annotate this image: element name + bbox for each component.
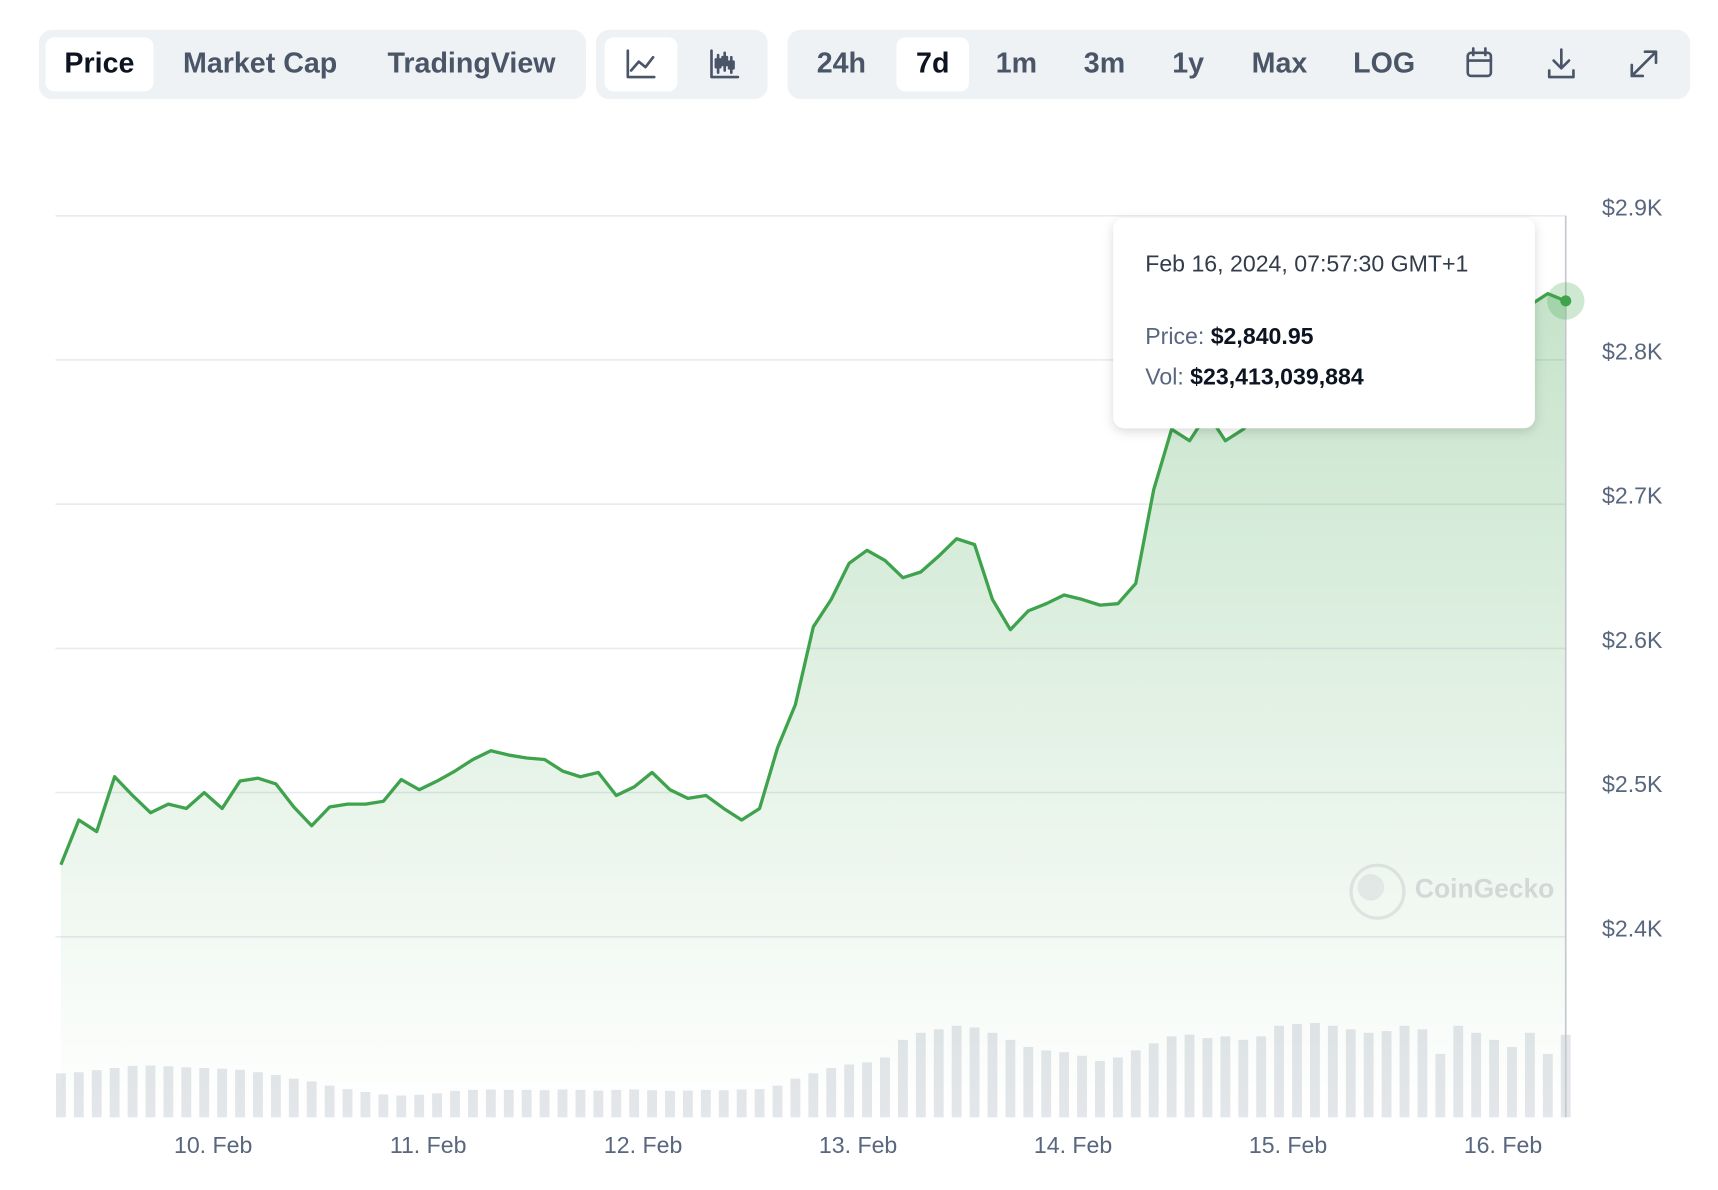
tab-group (38, 29, 586, 100)
price-area (60, 287, 1566, 1118)
tooltip-price: Price: $2,840.95 (1145, 323, 1313, 349)
tooltip-price-value: $2,840.95 (1211, 323, 1314, 349)
y-tick-label: $2.4K (1602, 915, 1663, 941)
hover-point (1560, 295, 1572, 307)
x-tick-label: 15. Feb (1249, 1132, 1327, 1158)
watermark-text: CoinGecko (1415, 874, 1554, 904)
y-tick-label: $2.7K (1602, 483, 1663, 509)
tooltip-vol-value: $23,413,039,884 (1190, 364, 1364, 390)
x-tick-label: 11. Feb (390, 1132, 467, 1158)
tab[interactable]: TradingView (388, 48, 557, 80)
plot-area: $2.4K $2.5K $2.6K $2.7K $2.8K $2.9K 10. Feb 11.… (55, 194, 1663, 1158)
range-button[interactable]: 1y (1172, 48, 1204, 80)
tooltip-price-label: Price: (1145, 323, 1204, 349)
tab-active-bg (45, 37, 154, 92)
y-tick-label: $2.9K (1602, 194, 1663, 220)
range-button[interactable]: 1m (996, 48, 1037, 80)
range-group (787, 29, 1691, 100)
x-tick-label: 16. Feb (1464, 1132, 1542, 1158)
tooltip: Feb 16, 2024, 07:57:30 GMT+1 Price: $2,8… (1113, 217, 1535, 429)
watermark: CoinGecko (1349, 863, 1554, 920)
line-chart-icon (626, 49, 656, 79)
y-tick-label: $2.6K (1602, 627, 1663, 653)
tooltip-box (1113, 217, 1535, 429)
download-icon[interactable] (1547, 48, 1575, 79)
x-tick-label: 10. Feb (174, 1132, 252, 1158)
tooltip-date: Feb 16, 2024, 07:57:30 GMT+1 (1145, 250, 1468, 276)
y-tick-label: $2.5K (1602, 771, 1663, 797)
x-tick-label: 12. Feb (604, 1132, 682, 1158)
candle-chart-icon[interactable] (710, 49, 740, 79)
x-tick-label: 14. Feb (1034, 1132, 1112, 1158)
tooltip-vol: Vol: $23,413,039,884 (1145, 364, 1364, 390)
range-button[interactable]: 24h (817, 48, 866, 80)
y-tick-label: $2.8K (1602, 338, 1663, 364)
tab[interactable]: Price (64, 48, 134, 80)
toolbar: Price Market Cap TradingView 24h 7d 1m 3m 1y Max… (45, 37, 1415, 92)
range-active-bg (896, 37, 970, 92)
range-button[interactable]: Max (1252, 48, 1308, 80)
watermark-logo-inner (1357, 874, 1385, 901)
fullscreen-icon[interactable] (1630, 50, 1658, 78)
calendar-icon[interactable] (1466, 47, 1493, 78)
range-button[interactable]: LOG (1353, 48, 1415, 80)
tab[interactable]: Market Cap (183, 48, 337, 80)
range-button[interactable]: 7d (916, 48, 949, 80)
x-tick-label: 13. Feb (819, 1132, 897, 1158)
watermark-logo (1349, 863, 1406, 920)
tooltip-vol-label: Vol: (1145, 364, 1184, 390)
range-button[interactable]: 3m (1084, 48, 1125, 80)
